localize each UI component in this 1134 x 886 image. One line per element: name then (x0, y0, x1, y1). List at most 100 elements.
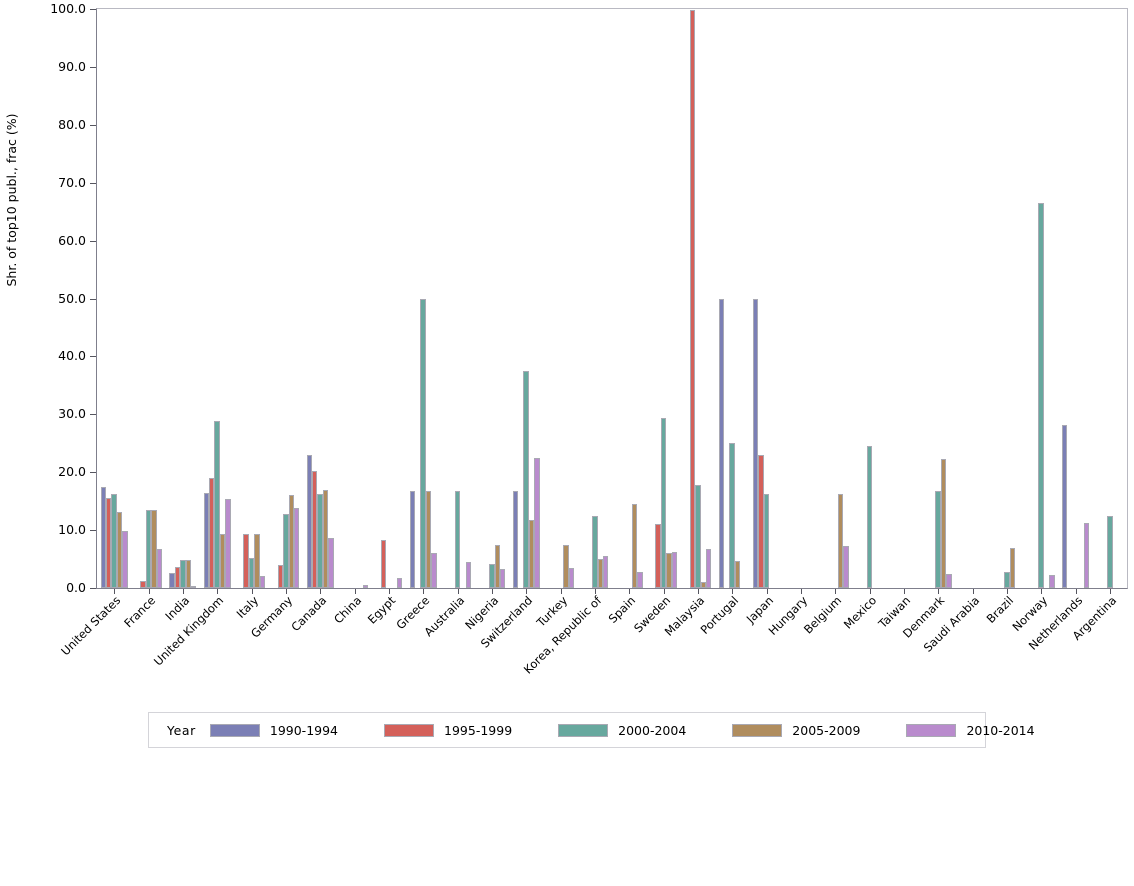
bar-group (684, 9, 712, 588)
bar[interactable] (425, 491, 432, 588)
bar[interactable] (534, 457, 540, 588)
bar[interactable] (1049, 574, 1055, 588)
bar[interactable] (763, 493, 770, 588)
bar[interactable] (597, 559, 603, 588)
bar[interactable] (225, 498, 231, 588)
legend-item[interactable]: 2005-2009 (732, 723, 900, 738)
bar[interactable] (655, 524, 661, 588)
bar[interactable] (180, 560, 186, 588)
bar[interactable] (106, 498, 112, 588)
legend-item[interactable]: 1995-1999 (384, 723, 552, 738)
bar[interactable] (1004, 572, 1010, 588)
bar[interactable] (259, 576, 265, 588)
bar[interactable] (837, 494, 844, 588)
bar[interactable] (209, 478, 215, 588)
bar[interactable] (523, 370, 529, 588)
bar[interactable] (695, 484, 701, 588)
bar[interactable] (705, 548, 712, 588)
bar[interactable] (254, 533, 260, 588)
legend-item[interactable]: 1990-1994 (209, 723, 378, 738)
bar[interactable] (666, 553, 672, 588)
y-tick-mark (90, 183, 96, 184)
bar[interactable] (317, 494, 323, 588)
bar[interactable] (631, 504, 638, 588)
bar[interactable] (288, 495, 294, 588)
bar[interactable] (140, 581, 146, 588)
bar[interactable] (592, 515, 598, 588)
bar[interactable] (174, 567, 181, 588)
bar[interactable] (122, 531, 128, 588)
bar[interactable] (1083, 522, 1089, 588)
bar[interactable] (568, 568, 574, 588)
bar[interactable] (151, 510, 157, 588)
bar[interactable] (420, 299, 426, 588)
bar[interactable] (248, 557, 255, 588)
bar[interactable] (718, 299, 725, 588)
bar[interactable] (293, 508, 300, 588)
bar[interactable] (431, 553, 437, 588)
bar[interactable] (758, 454, 764, 588)
bar[interactable] (563, 545, 569, 588)
bar-group (616, 9, 643, 588)
bar[interactable] (243, 533, 249, 588)
bar-chart: Shr. of top10 publ., frac (%) 100.0 90.0 8… (4, 1, 1128, 748)
bar[interactable] (660, 418, 667, 588)
bar[interactable] (465, 561, 471, 588)
x-tick-mark (1076, 589, 1077, 594)
bar[interactable] (528, 519, 535, 588)
bar[interactable] (637, 572, 643, 588)
bar[interactable] (499, 569, 506, 588)
bar[interactable] (866, 446, 873, 588)
bar-group (650, 9, 677, 588)
bar[interactable] (1038, 202, 1044, 588)
bar[interactable] (190, 586, 197, 588)
bar[interactable] (380, 539, 387, 588)
bar[interactable] (700, 582, 706, 588)
legend-title: Year (167, 722, 196, 738)
bar[interactable] (396, 578, 403, 588)
bar[interactable] (100, 486, 107, 588)
x-tick-mark (664, 589, 665, 594)
x-tick-mark (835, 589, 836, 594)
bar[interactable] (494, 544, 500, 588)
bar[interactable] (935, 491, 941, 588)
bar[interactable] (145, 510, 152, 588)
bar[interactable] (489, 563, 495, 588)
y-tick-mark (90, 414, 96, 415)
bar[interactable] (671, 551, 677, 588)
bar[interactable] (219, 533, 226, 588)
x-tick-mark (458, 589, 459, 594)
bar[interactable] (409, 491, 416, 588)
bar[interactable] (312, 471, 318, 588)
bar[interactable] (843, 546, 849, 588)
bar[interactable] (156, 548, 162, 588)
legend-item[interactable]: 2000-2004 (558, 723, 726, 738)
bar[interactable] (111, 494, 117, 588)
bar[interactable] (214, 421, 220, 588)
bar[interactable] (1009, 548, 1015, 588)
bar[interactable] (454, 490, 461, 588)
bar[interactable] (753, 299, 759, 588)
bar[interactable] (940, 459, 947, 588)
bar[interactable] (116, 511, 123, 588)
bar[interactable] (734, 560, 741, 588)
bar[interactable] (283, 513, 289, 588)
x-tick-mark (355, 589, 356, 594)
bar[interactable] (1107, 516, 1113, 588)
bar[interactable] (729, 443, 735, 588)
legend-item[interactable]: 2010-2014 (906, 723, 1035, 738)
bar[interactable] (328, 538, 334, 588)
bar[interactable] (689, 9, 696, 588)
bar[interactable] (602, 556, 609, 588)
bar[interactable] (512, 491, 519, 588)
x-tick-mark (1007, 589, 1008, 594)
bar[interactable] (306, 454, 313, 588)
bar[interactable] (277, 564, 284, 588)
bar[interactable] (185, 560, 191, 588)
bar[interactable] (1062, 424, 1068, 588)
bar[interactable] (362, 584, 368, 588)
bar[interactable] (322, 489, 329, 588)
bar[interactable] (203, 493, 210, 588)
bar[interactable] (169, 572, 175, 588)
bar[interactable] (946, 573, 952, 588)
